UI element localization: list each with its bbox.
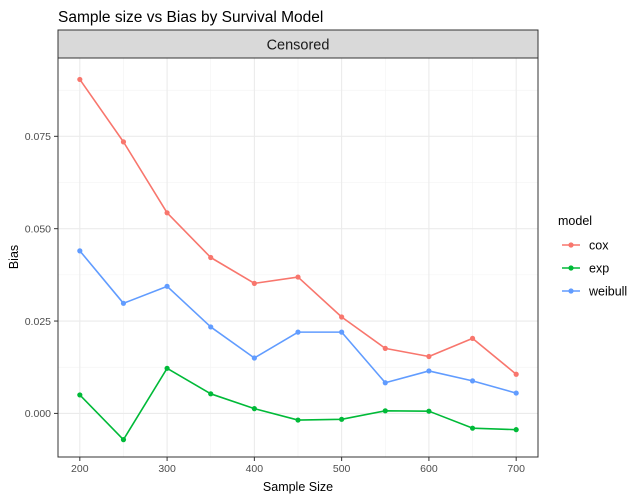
data-point-weibull bbox=[77, 248, 83, 254]
data-point-exp bbox=[339, 416, 345, 422]
data-point-exp bbox=[382, 408, 388, 414]
x-tick-label: 600 bbox=[420, 463, 438, 475]
data-point-weibull bbox=[426, 368, 432, 374]
legend: model cox exp weibull bbox=[558, 214, 627, 299]
x-tick-label: 400 bbox=[246, 463, 264, 475]
data-point-cox bbox=[77, 76, 83, 83]
x-tick-label: 300 bbox=[158, 463, 176, 475]
data-point-cox bbox=[251, 280, 257, 286]
series-layer bbox=[77, 76, 519, 443]
y-axis: 0.000 0.025 0.050 0.075 bbox=[25, 131, 58, 420]
data-point-exp bbox=[251, 406, 257, 412]
data-point-weibull bbox=[295, 329, 301, 335]
y-tick-label: 0.025 bbox=[25, 316, 51, 328]
data-point-exp bbox=[513, 427, 519, 433]
data-point-weibull bbox=[382, 380, 388, 386]
legend-label-weibull: weibull bbox=[588, 285, 627, 299]
legend-label-cox: cox bbox=[589, 239, 609, 253]
data-point-cox bbox=[208, 254, 214, 261]
data-point-weibull bbox=[120, 300, 127, 306]
legend-key-point-cox bbox=[568, 242, 574, 248]
legend-key-point-exp bbox=[568, 265, 574, 271]
x-tick-label: 700 bbox=[507, 463, 525, 475]
data-point-cox bbox=[339, 314, 345, 320]
data-point-exp bbox=[426, 408, 432, 414]
data-point-exp bbox=[295, 417, 301, 423]
y-tick-label: 0.075 bbox=[25, 131, 51, 143]
legend-key-point-weibull bbox=[568, 288, 574, 294]
plot-panel-border bbox=[57, 57, 539, 458]
legend-label-exp: exp bbox=[589, 262, 609, 276]
data-point-cox bbox=[469, 335, 476, 342]
data-point-cox bbox=[120, 139, 127, 145]
data-point-exp bbox=[208, 391, 214, 397]
data-point-cox bbox=[295, 274, 301, 280]
y-tick-label: 0.050 bbox=[25, 223, 51, 235]
y-axis-title: Bias bbox=[7, 245, 21, 269]
data-point-weibull bbox=[251, 355, 257, 361]
data-point-cox bbox=[382, 345, 388, 351]
data-point-exp bbox=[164, 365, 170, 371]
facet-strip-label: Censored bbox=[267, 38, 330, 54]
data-point-weibull bbox=[339, 329, 345, 335]
data-point-exp bbox=[469, 425, 476, 431]
data-point-cox bbox=[164, 210, 170, 216]
data-point-exp bbox=[77, 392, 83, 398]
facet-strip bbox=[57, 29, 539, 59]
data-point-weibull bbox=[469, 378, 476, 384]
data-point-weibull bbox=[208, 324, 214, 330]
x-axis: 200 300 400 500 600 700 bbox=[71, 457, 525, 475]
x-tick-label: 500 bbox=[333, 463, 351, 475]
legend-title: model bbox=[558, 214, 592, 228]
data-point-cox bbox=[513, 371, 519, 377]
x-tick-label: 200 bbox=[71, 463, 89, 475]
data-point-cox bbox=[426, 353, 432, 360]
data-point-weibull bbox=[513, 390, 519, 396]
data-point-exp bbox=[120, 437, 127, 443]
x-axis-title: Sample Size bbox=[263, 480, 333, 494]
y-tick-label: 0.000 bbox=[25, 408, 51, 420]
major-gridlines bbox=[58, 58, 538, 457]
chart-title: Sample size vs Bias by Survival Model bbox=[58, 9, 323, 26]
data-point-weibull bbox=[164, 283, 170, 289]
